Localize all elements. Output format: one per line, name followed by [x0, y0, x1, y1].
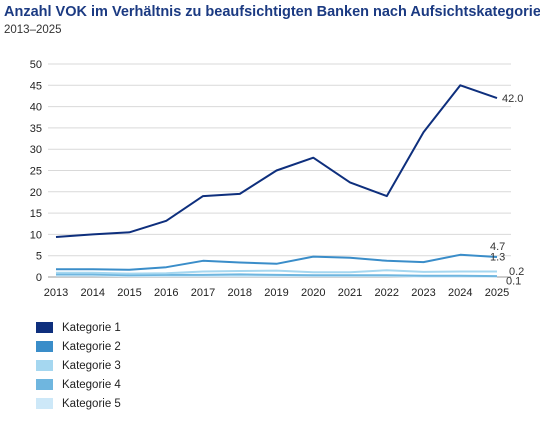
y-tick-label: 40: [30, 102, 42, 114]
y-tick-label: 5: [36, 251, 42, 263]
y-tick-label: 0: [36, 272, 42, 284]
x-tick-label: 2020: [301, 287, 325, 299]
series-line-4: [56, 273, 498, 278]
y-tick-label: 10: [30, 229, 42, 241]
x-tick-label: 2022: [375, 287, 399, 299]
y-tick-label: 35: [30, 123, 42, 135]
end-label-2: 4.7: [490, 241, 505, 253]
legend-swatch: [36, 379, 53, 390]
legend-swatch: [36, 341, 53, 352]
legend-swatch: [36, 360, 53, 371]
end-label-4: 0.2: [509, 266, 524, 278]
legend-label: Kategorie 5: [62, 397, 121, 410]
legend-item: Kategorie 5: [36, 394, 121, 413]
legend-label: Kategorie 4: [62, 378, 121, 391]
x-tick-label: 2018: [228, 287, 252, 299]
series-line-1: [55, 84, 498, 238]
legend-item: Kategorie 3: [36, 356, 121, 375]
x-tick-label: 2023: [411, 287, 435, 299]
legend-swatch: [36, 322, 53, 333]
x-tick-label: 2025: [485, 287, 509, 299]
y-tick-label: 25: [30, 166, 42, 178]
legend-item: Kategorie 2: [36, 337, 121, 356]
legend-item: Kategorie 4: [36, 375, 121, 394]
y-tick-label: 50: [30, 59, 42, 71]
chart-subtitle: 2013–2025: [4, 24, 62, 36]
y-tick-label: 20: [30, 187, 42, 199]
y-tick-label: 45: [30, 80, 42, 92]
legend-item: Kategorie 1: [36, 318, 121, 337]
x-tick-label: 2019: [264, 287, 288, 299]
x-tick-label: 2016: [154, 287, 178, 299]
x-tick-label: 2015: [117, 287, 141, 299]
x-tick-label: 2017: [191, 287, 215, 299]
legend-label: Kategorie 3: [62, 359, 121, 372]
x-tick-label: 2024: [448, 287, 472, 299]
end-label-1: 42.0: [502, 93, 523, 105]
x-tick-label: 2014: [81, 287, 105, 299]
y-tick-label: 30: [30, 144, 42, 156]
end-label-5: 0.1: [506, 276, 521, 288]
chart-title: Anzahl VOK im Verhältnis zu beaufsichtig…: [4, 4, 540, 20]
legend-label: Kategorie 1: [62, 321, 121, 334]
legend-label: Kategorie 2: [62, 340, 121, 353]
y-tick-label: 15: [30, 208, 42, 220]
series-line-3: [56, 269, 497, 275]
chart-legend: Kategorie 1 Kategorie 2 Kategorie 3 Kategor…: [36, 318, 121, 413]
legend-swatch: [36, 398, 53, 409]
x-tick-label: 2013: [44, 287, 68, 299]
series-line-2: [56, 253, 498, 271]
end-label-3: 1.3: [490, 251, 505, 263]
x-tick-label: 2021: [338, 287, 362, 299]
